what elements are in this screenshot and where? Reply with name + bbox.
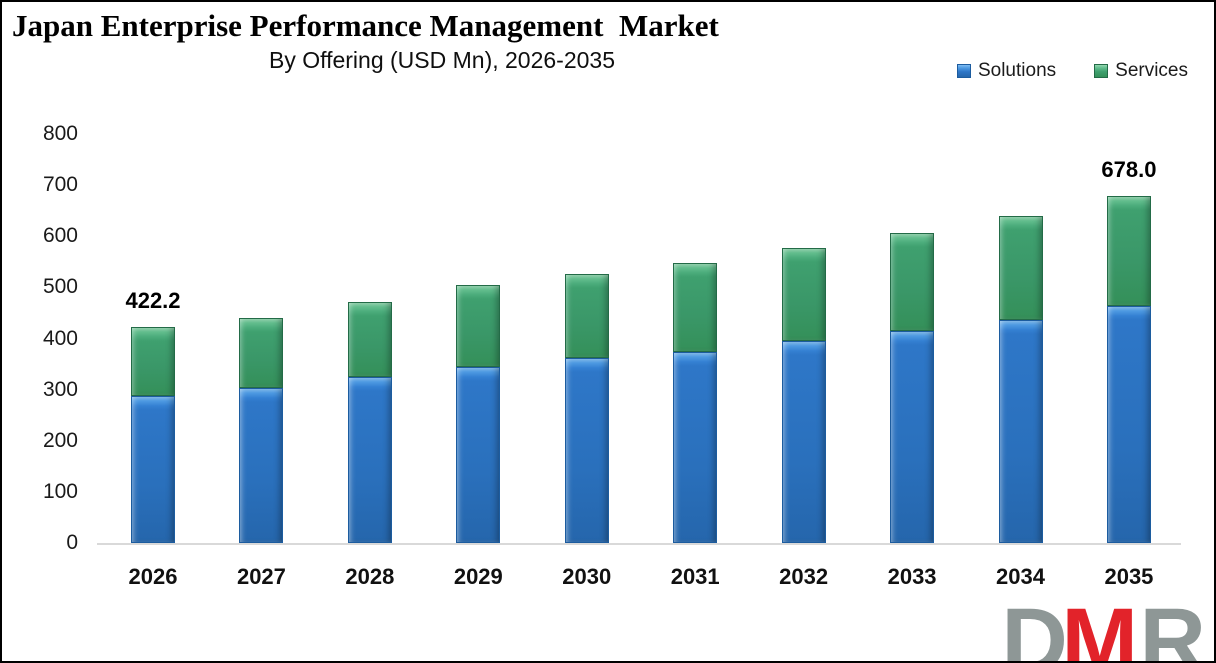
- x-axis-label-2030: 2030: [562, 564, 612, 589]
- bar-segment-solutions-2033: [890, 330, 935, 543]
- bar-segment-services-2032: [781, 248, 826, 342]
- bar-segment-solutions-2027: [239, 388, 284, 543]
- data-label-2026: 422.2: [125, 288, 181, 314]
- solutions-swatch-icon: [956, 64, 971, 78]
- y-axis-tick-label: 800: [42, 122, 78, 145]
- x-axis-label-2031: 2031: [670, 564, 720, 589]
- plot-area: [97, 134, 1181, 543]
- bar-segment-solutions-2031: [673, 352, 718, 543]
- bar-segment-services-2026: [131, 327, 175, 397]
- x-axis-label-2029: 2029: [453, 564, 503, 589]
- x-axis-label-2033: 2033: [887, 564, 937, 589]
- bar-segment-solutions-2030: [564, 358, 609, 543]
- x-axis-label-2034: 2034: [996, 564, 1045, 589]
- logo-letter-m: M: [1061, 590, 1138, 663]
- x-axis-label-2027: 2027: [236, 564, 286, 589]
- x-axis-line: [97, 543, 1181, 545]
- services-swatch-icon: [1094, 64, 1109, 78]
- bar-segment-solutions-2026: [131, 396, 175, 543]
- chart-subtitle: By Offering (USD Mn), 2026-2035: [268, 47, 615, 73]
- chart-title: Japan Enterprise Performance Management …: [12, 8, 719, 43]
- bar-segment-services-2027: [239, 317, 284, 389]
- bar-segment-solutions-2035: [1106, 305, 1151, 543]
- title-block: Japan Enterprise Performance Management …: [12, 8, 872, 74]
- x-axis-label-2026: 2026: [128, 564, 178, 589]
- bar-segment-solutions-2034: [998, 320, 1043, 543]
- bar-segment-services-2028: [347, 301, 392, 378]
- bar-segment-solutions-2029: [456, 367, 501, 543]
- x-axis-label-2032: 2032: [779, 564, 829, 589]
- y-axis-tick-label: 100: [42, 479, 78, 503]
- x-axis-label-2035: 2035: [1104, 564, 1154, 589]
- logo-letter-d: D: [1001, 590, 1068, 663]
- legend-item-services: Services: [1094, 60, 1188, 82]
- y-axis-tick-label: 200: [42, 428, 78, 452]
- legend: Solutions Services: [956, 60, 1188, 82]
- bar-segment-services-2035: [1106, 196, 1151, 306]
- bar-segment-services-2029: [456, 285, 501, 368]
- y-axis-tick-label: 0: [66, 531, 78, 554]
- dmr-logo: D M R: [1001, 590, 1207, 663]
- bar-segment-services-2034: [998, 216, 1043, 321]
- legend-item-solutions: Solutions: [956, 60, 1057, 82]
- x-axis-label-2028: 2028: [345, 564, 395, 589]
- bar-segment-services-2033: [890, 233, 935, 331]
- logo-letter-r: R: [1139, 590, 1207, 663]
- legend-label-services: Services: [1115, 60, 1188, 81]
- legend-label-solutions: Solutions: [977, 60, 1057, 81]
- y-axis-tick-label: 400: [42, 326, 78, 350]
- bar-segment-services-2030: [564, 273, 609, 359]
- data-label-2035: 678.0: [1101, 157, 1157, 183]
- y-axis-tick-label: 500: [42, 275, 78, 299]
- y-axis-tick-label: 300: [42, 377, 78, 401]
- bar-segment-solutions-2028: [347, 377, 392, 543]
- bar-segment-solutions-2032: [781, 341, 826, 543]
- bar-segment-services-2031: [673, 263, 718, 353]
- y-axis-tick-label: 600: [42, 224, 78, 248]
- y-axis-tick-label: 700: [42, 173, 78, 197]
